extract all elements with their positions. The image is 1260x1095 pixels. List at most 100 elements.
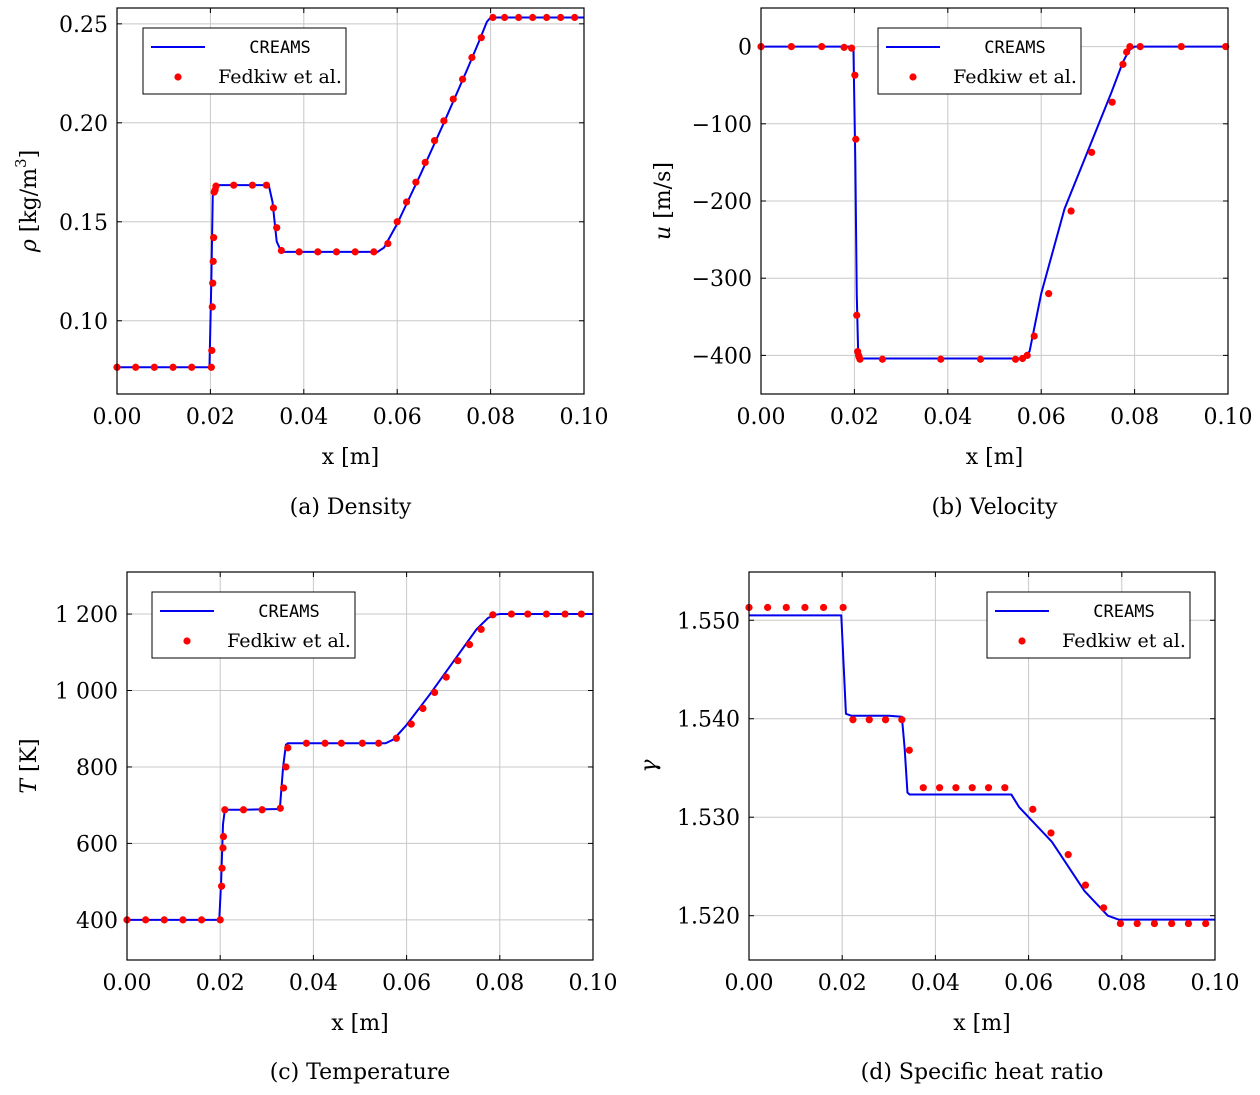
- series-line-creams: [127, 613, 593, 921]
- y-tick-label: 1.550: [677, 609, 740, 634]
- data-point: [393, 218, 401, 226]
- data-point: [465, 641, 474, 649]
- data-point: [819, 603, 828, 612]
- x-tick-label: 0.00: [93, 405, 142, 430]
- legend-box: [151, 591, 356, 659]
- data-point: [515, 13, 523, 22]
- data-point: [489, 13, 497, 22]
- data-point: [212, 182, 220, 190]
- y-tick-label: 1.540: [677, 708, 740, 733]
- data-point: [787, 43, 795, 51]
- data-point: [507, 610, 516, 618]
- data-point: [370, 248, 378, 256]
- data-point: [258, 806, 266, 814]
- series-markers-fedkiw: [113, 13, 579, 371]
- data-point: [878, 355, 887, 363]
- data-point: [543, 13, 551, 22]
- data-point: [937, 355, 945, 363]
- x-tick-label: 0.00: [725, 971, 774, 996]
- x-tick-label: 0.10: [1191, 971, 1240, 996]
- panel-caption: (c) Temperature: [270, 1060, 451, 1085]
- y-tick-label: 600: [76, 832, 118, 857]
- panel-caption: (b) Velocity: [931, 495, 1058, 520]
- data-point: [216, 916, 224, 924]
- data-point: [440, 117, 448, 125]
- legend-box: [877, 27, 1082, 95]
- x-tick-label: 0.08: [475, 971, 524, 996]
- data-point: [209, 257, 217, 265]
- x-axis-label: x [m]: [331, 1011, 388, 1036]
- data-point: [1047, 829, 1055, 837]
- data-point: [851, 71, 859, 79]
- y-tick-label: 800: [76, 756, 118, 781]
- data-point: [853, 311, 861, 319]
- data-point: [865, 716, 873, 724]
- x-axis-label: x [m]: [322, 445, 379, 470]
- data-point: [132, 363, 140, 371]
- y-tick-label: −300: [692, 267, 752, 292]
- data-point: [169, 363, 177, 371]
- y-tick-label: 0.20: [59, 112, 108, 137]
- data-point: [207, 363, 215, 371]
- data-point: [881, 716, 890, 724]
- legend-label-fedkiw: Fedkiw et al.: [1062, 630, 1186, 652]
- data-point: [150, 363, 158, 371]
- x-tick-label: 0.06: [1004, 971, 1053, 996]
- x-tick-label: 0.08: [1097, 971, 1146, 996]
- data-point: [1088, 148, 1096, 156]
- data-point: [1081, 881, 1090, 889]
- x-axis-label: x [m]: [953, 1011, 1010, 1036]
- y-tick-label: 1 000: [55, 680, 118, 705]
- data-point: [477, 34, 485, 42]
- y-tick-label: −200: [692, 190, 752, 215]
- data-point: [898, 716, 906, 724]
- data-point: [968, 784, 976, 792]
- data-point: [571, 13, 579, 22]
- x-tick-label: 0.02: [196, 971, 245, 996]
- data-point: [219, 844, 227, 852]
- y-axis-unit: [m/s]: [651, 162, 676, 226]
- x-tick-label: 0.04: [279, 405, 328, 430]
- data-point: [210, 234, 218, 242]
- data-point: [179, 916, 187, 924]
- data-point: [764, 603, 772, 612]
- data-point: [279, 784, 288, 792]
- legend-marker-swatch: [174, 73, 182, 81]
- data-point: [1177, 43, 1185, 51]
- x-tick-label: 0.10: [1204, 405, 1253, 430]
- y-tick-label: 1 200: [55, 603, 118, 628]
- y-axis-unit-exponent: 3: [12, 158, 30, 168]
- data-point: [1067, 207, 1075, 215]
- data-point: [1108, 98, 1116, 106]
- data-point: [351, 248, 359, 256]
- y-tick-label: 0.25: [59, 13, 108, 38]
- data-point: [542, 610, 551, 618]
- panel-b: 0.00 0.02 0.04 0.06 0.08 0.10 0 −100 −200 −300 −40…: [651, 7, 1253, 520]
- x-tick-label: 0.06: [1017, 405, 1066, 430]
- series-line-creams: [749, 614, 1215, 921]
- data-point: [1029, 805, 1037, 813]
- x-tick-label: 0.04: [923, 405, 972, 430]
- y-axis-unit-close: ]: [17, 150, 42, 159]
- legend-label-fedkiw: Fedkiw et al.: [218, 66, 342, 88]
- data-point: [248, 181, 257, 189]
- legend-box: [986, 591, 1191, 659]
- y-tick-label: −400: [692, 344, 752, 369]
- data-point: [1119, 60, 1127, 68]
- data-point: [217, 882, 226, 890]
- data-point: [856, 355, 864, 363]
- data-point: [295, 248, 303, 256]
- data-point: [407, 720, 415, 728]
- legend-marker-swatch: [909, 73, 917, 81]
- data-point: [282, 763, 290, 771]
- data-point: [197, 916, 206, 924]
- x-tick-label: 0.00: [737, 405, 786, 430]
- data-point: [501, 13, 509, 22]
- legend-label-creams: CREAMS: [258, 602, 319, 622]
- legend-label-creams: CREAMS: [1093, 602, 1154, 622]
- data-point: [209, 279, 217, 287]
- data-point: [221, 806, 229, 814]
- data-point: [1184, 919, 1193, 928]
- data-point: [529, 13, 537, 22]
- data-point: [430, 688, 439, 697]
